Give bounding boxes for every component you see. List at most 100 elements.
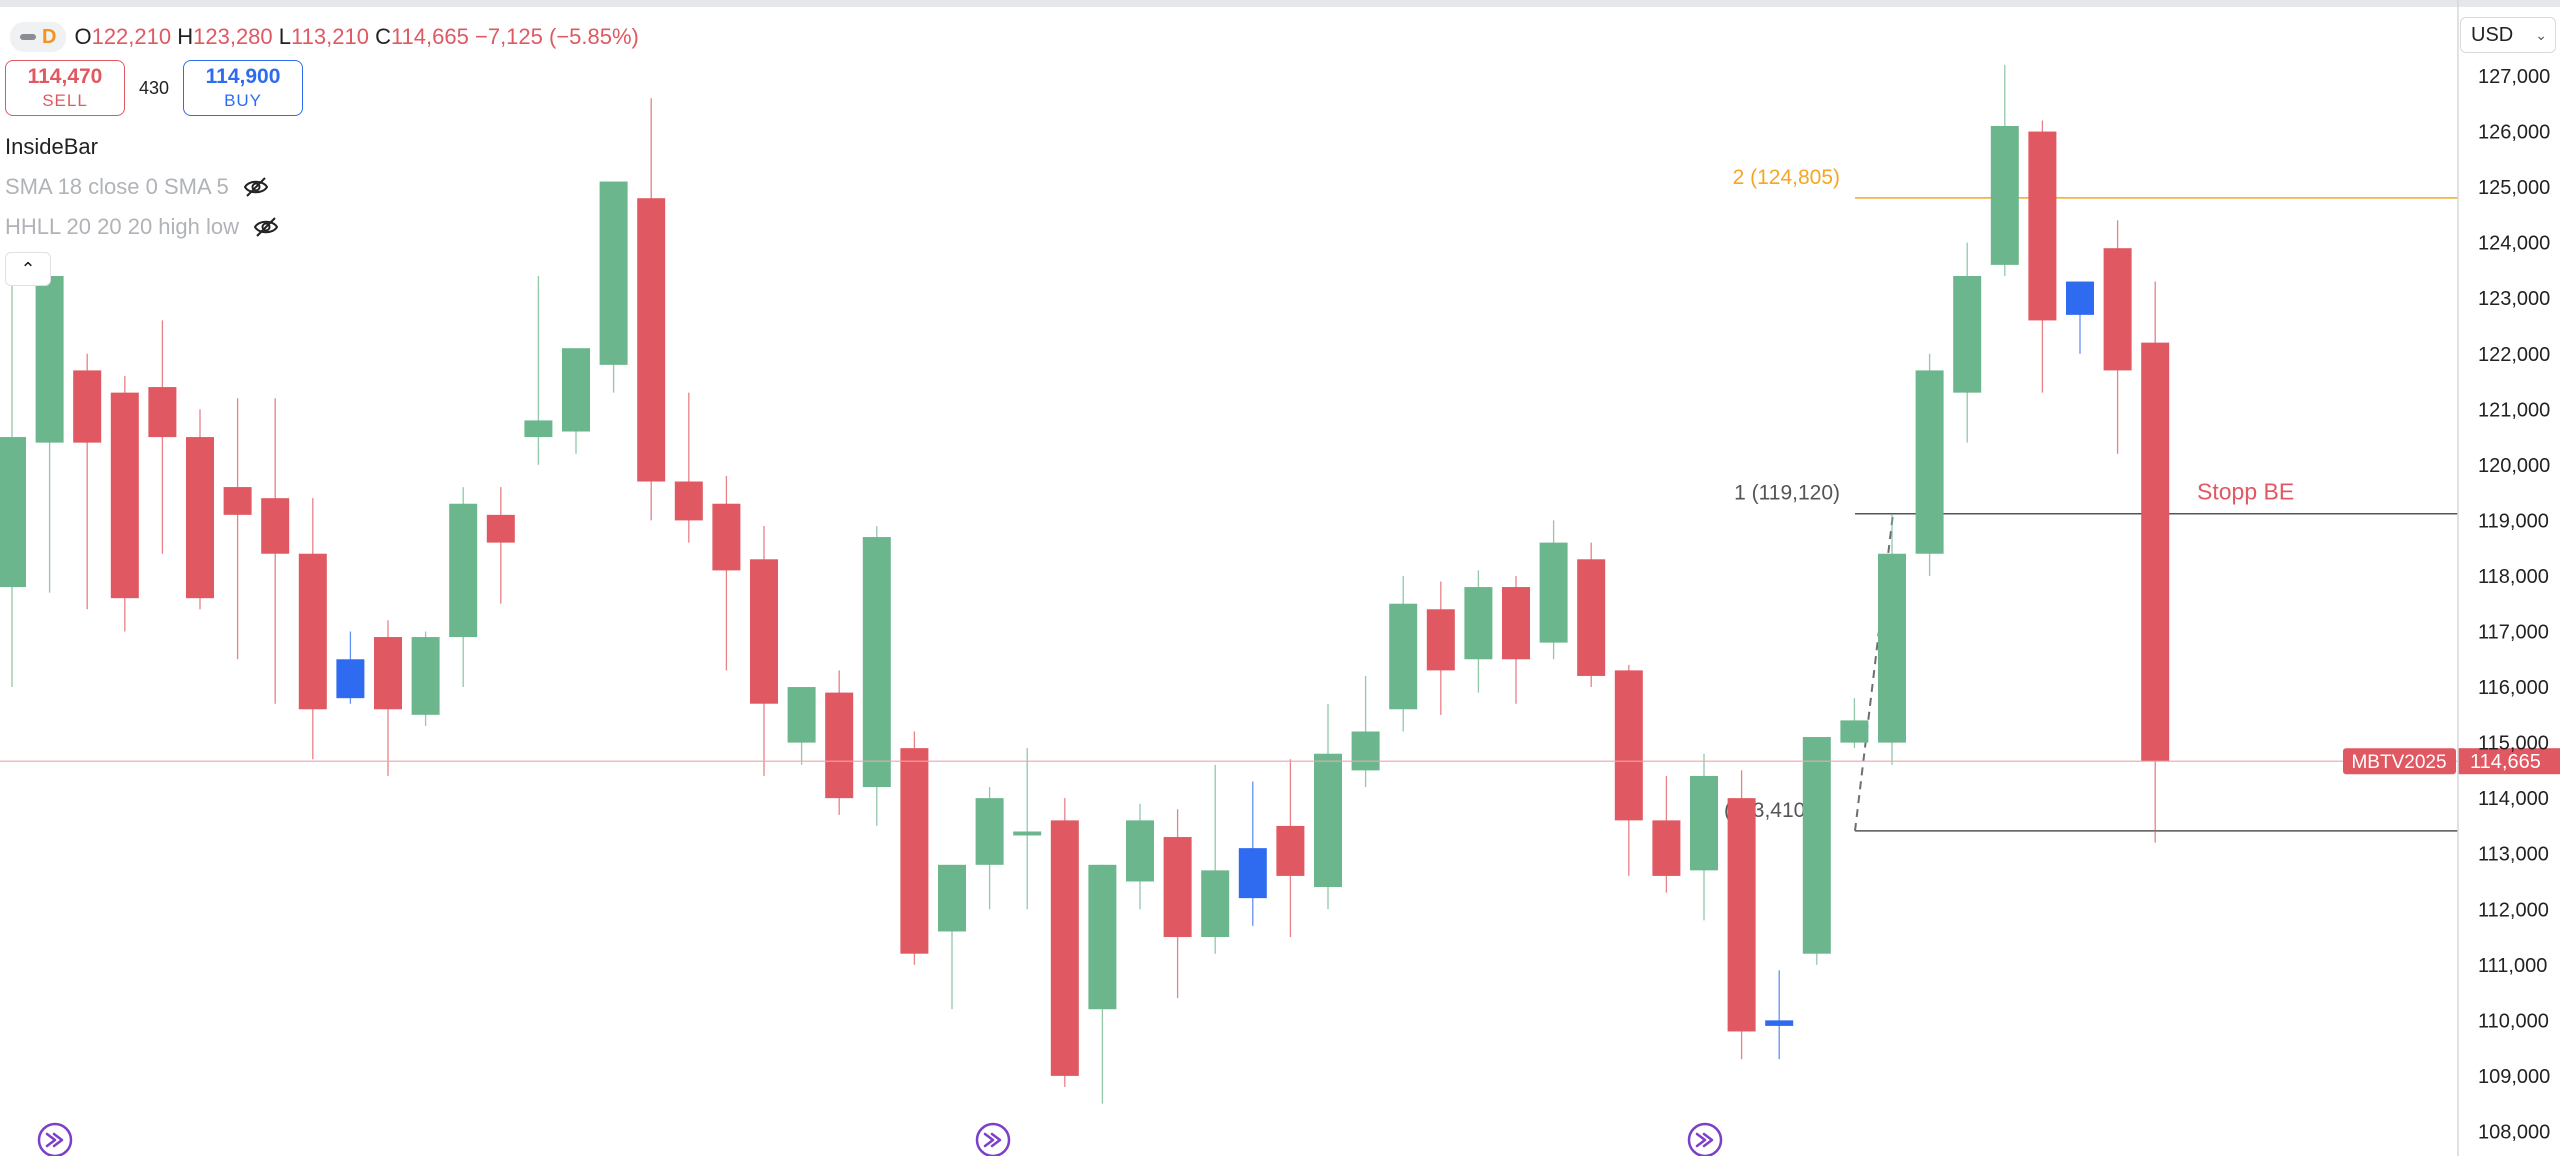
candle-body [374,637,402,710]
y-tick-label: 123,000 [2478,288,2550,310]
candle-body [1690,775,1718,871]
price-badge-label: 114,665 [2470,751,2541,773]
symbol-badge [2343,748,2456,775]
indicator-insidebar[interactable]: InsideBar [5,134,98,160]
y-tick-label: 124,000 [2478,233,2550,255]
chevron-up-icon: ⌃ [20,258,36,279]
y-tick-label: 126,000 [2478,122,2550,144]
symbol-label: MBTV2025 [2351,752,2446,773]
level-label: 1 (119,120) [1734,482,1840,505]
level-label: 2 (124,805) [1733,166,1840,189]
candle-body [486,514,515,543]
currency-select[interactable]: USD ⌄ [2460,17,2556,53]
y-tick-label: 120,000 [2478,455,2550,477]
candle-body [750,559,778,704]
candle-body [1614,670,1643,821]
close-label: C [375,24,391,49]
event-marker-arrow [45,1132,64,1148]
candle-body [0,437,26,588]
candle-body [1201,870,1230,938]
y-tick-label: 112,000 [2478,899,2549,921]
y-tick-label: 127,000 [2478,66,2550,88]
indicator-hhll-label: HHLL 20 20 20 high low [5,214,240,239]
candle-body [2028,131,2057,321]
candle-body [1727,798,1756,1032]
event-marker-arrow [1695,1132,1714,1148]
candle-body [1878,553,1906,743]
event-marker-icon[interactable] [975,1122,1011,1156]
y-tick-label: 113,000 [2478,844,2549,866]
candle-body [1464,587,1493,660]
candle-body [599,181,628,365]
candle-body [1389,603,1418,710]
candle-body [674,481,703,521]
candle-body [900,748,929,954]
event-marker-arrow [983,1132,1002,1148]
y-tick-label: 118,000 [2478,566,2549,588]
close-value: 114,665 [390,24,469,49]
high-label: H [177,24,194,49]
change-value: −7,125 (−5.85%) [474,24,639,49]
price-badge [2458,748,2560,775]
candle-body [1539,542,1568,643]
candle-body [449,503,478,638]
open-value: 122,210 [91,24,172,49]
candle-body [1050,820,1079,1076]
ohlc-legend: D O122,210 H123,280 L113,210 C114,665 −7… [10,22,639,52]
low-value: 113,210 [291,24,369,49]
candle-body [223,487,252,515]
y-tick-label: 111,000 [2478,955,2547,977]
sell-button[interactable]: 114,470 SELL [5,60,125,116]
collapse-indicators-button[interactable]: ⌃ [5,252,51,286]
candle-body [1351,731,1380,771]
candle-body [1276,825,1305,876]
currency-label: USD [2471,23,2514,46]
candle-body [1426,609,1455,671]
candle-body [1765,1020,1794,1026]
y-tick-label: 117,000 [2478,622,2549,644]
candle-body [110,392,139,599]
candle-body [2066,281,2094,315]
candle-body [1953,275,1982,393]
candle-body [1840,720,1869,743]
candle-body [1126,820,1154,882]
candle-body [1652,820,1681,876]
candle-body [2141,342,2170,762]
sell-price: 114,470 [27,65,103,88]
top-border [0,0,2560,7]
candle-body [524,420,553,438]
candle-body [1013,831,1042,836]
y-tick-label: 109,000 [2478,1066,2550,1088]
indicator-sma-label: SMA 18 close 0 SMA 5 [5,174,229,199]
candle-body [1314,753,1342,888]
candle-body [148,387,177,438]
timeframe-label: D [42,25,57,48]
buy-button[interactable]: 114,900 BUY [183,60,304,116]
event-marker-icon[interactable] [1687,1122,1723,1156]
eye-hidden-icon[interactable] [243,174,269,200]
candle-body [1238,848,1267,899]
y-tick-label: 119,000 [2478,510,2549,532]
collapse-dash-icon [20,34,36,40]
indicator-hhll[interactable]: HHLL 20 20 20 high low [5,214,279,240]
indicator-sma[interactable]: SMA 18 close 0 SMA 5 [5,174,269,200]
eye-hidden-icon[interactable] [253,214,279,240]
event-marker-icon[interactable] [37,1122,73,1156]
spread-value: 430 [139,77,170,98]
high-value: 123,280 [193,24,273,49]
candle-body [336,659,365,699]
candle-body [35,275,64,443]
y-tick-label: 125,000 [2478,177,2550,199]
candle-body [186,437,214,599]
trade-panel: 114,470 SELL 430 114,900 BUY [5,60,304,116]
candle-body [73,370,102,443]
candle-body [411,637,440,715]
indicator-insidebar-label: InsideBar [5,134,98,159]
chevron-down-icon: ⌄ [2535,26,2547,43]
candle-body [825,692,854,799]
candle-body [712,503,741,571]
annotation-stopp-be: Stopp BE [2197,479,2294,505]
candle-body [1990,125,2019,265]
timeframe-pill[interactable]: D [10,22,67,52]
